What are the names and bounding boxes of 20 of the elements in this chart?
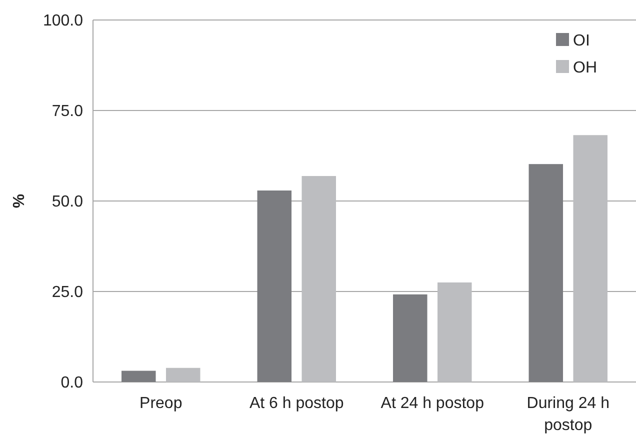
y-tick-label: 100.0 bbox=[42, 12, 84, 30]
bar bbox=[437, 282, 472, 382]
bar bbox=[166, 368, 200, 382]
bar bbox=[302, 176, 336, 382]
x-tick-label: At 24 h postop bbox=[380, 395, 484, 412]
y-tick-label: 25.0 bbox=[52, 284, 84, 302]
x-tick-label: At 6 h postop bbox=[249, 395, 344, 412]
y-tick-label: 0.0 bbox=[60, 374, 84, 392]
y-tick-label: 75.0 bbox=[52, 103, 84, 120]
legend-label: OH bbox=[573, 60, 597, 77]
bar bbox=[122, 370, 156, 382]
x-tick-label: Preop bbox=[140, 395, 182, 412]
bar bbox=[257, 190, 292, 382]
y-tick-label: 50.0 bbox=[52, 194, 84, 211]
y-axis-title: % bbox=[11, 194, 28, 208]
legend-label: OI bbox=[573, 32, 590, 50]
bar bbox=[393, 294, 428, 382]
bar bbox=[528, 164, 564, 382]
bar bbox=[573, 135, 608, 382]
x-tick-label: During 24 h postop bbox=[526, 395, 610, 434]
